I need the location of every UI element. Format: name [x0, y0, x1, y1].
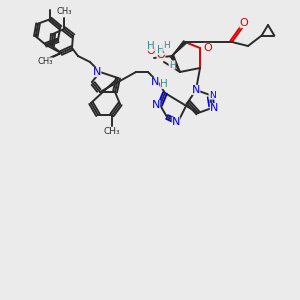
Polygon shape: [170, 55, 180, 72]
Text: O: O: [204, 43, 212, 53]
Text: O: O: [240, 18, 248, 28]
Text: H: H: [157, 45, 165, 55]
Text: H: H: [160, 79, 168, 89]
Polygon shape: [172, 41, 186, 56]
Text: N: N: [151, 77, 159, 87]
Text: O: O: [157, 50, 165, 60]
Text: CH₃: CH₃: [37, 58, 53, 67]
Text: O: O: [147, 46, 155, 56]
Text: CH₃: CH₃: [104, 128, 120, 136]
Text: N: N: [208, 91, 215, 100]
Text: N: N: [93, 67, 101, 77]
Text: N: N: [172, 117, 180, 127]
Text: H: H: [147, 41, 155, 51]
Text: N: N: [210, 103, 218, 113]
Text: H: H: [169, 61, 176, 70]
Text: H: H: [163, 41, 170, 50]
Text: CH₃: CH₃: [56, 8, 72, 16]
Text: N: N: [192, 85, 200, 95]
Text: N: N: [152, 100, 160, 110]
